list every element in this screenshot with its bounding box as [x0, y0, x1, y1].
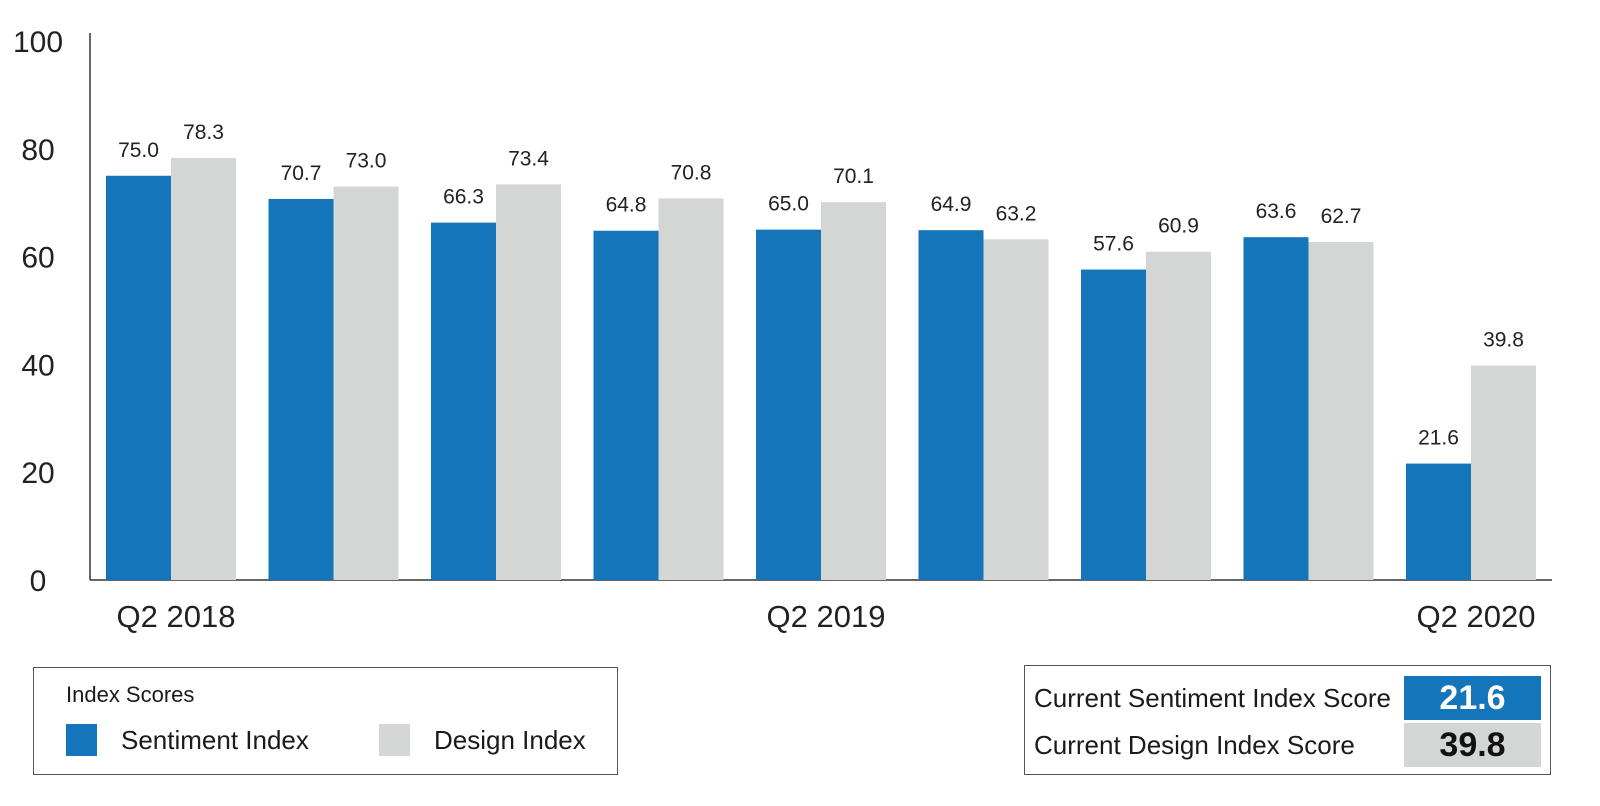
y-tick-label: 100	[13, 26, 63, 59]
bar-sentiment	[1406, 463, 1471, 580]
data-label: 64.9	[931, 193, 972, 216]
bar-design	[1471, 365, 1536, 580]
x-axis-tick-labels: Q2 2018 Q2 2019 Q2 2020	[117, 599, 1536, 634]
legend-label-design: Design Index	[434, 724, 586, 755]
bar-sentiment	[1243, 237, 1309, 581]
legend-swatch-sentiment	[66, 724, 97, 756]
bar-design	[1146, 251, 1211, 580]
legend-item-design: Design Index	[379, 724, 586, 756]
data-label: 78.3	[183, 121, 224, 144]
x-tick-label: Q2 2019	[767, 599, 886, 634]
data-label: 70.1	[833, 165, 874, 188]
bar-design	[171, 157, 236, 580]
bar-sentiment	[918, 230, 984, 580]
x-tick-label: Q2 2018	[117, 599, 236, 634]
y-tick-label: 40	[21, 349, 54, 382]
design-score-value: 39.8	[1404, 723, 1541, 767]
data-label: 75.0	[118, 139, 159, 162]
data-label: 65.0	[768, 193, 809, 216]
y-tick-label: 0	[30, 565, 47, 598]
data-label: 63.2	[996, 202, 1037, 225]
design-score-row: Current Design Index Score 39.8	[1025, 723, 1550, 767]
legend-item-sentiment: Sentiment Index	[66, 724, 309, 756]
bars-group	[106, 157, 1536, 581]
legend: Index Scores Sentiment Index Design Inde…	[33, 667, 618, 775]
y-axis-tick-labels: 0 20 40 60 80 100	[13, 26, 63, 598]
current-scores-panel: Current Sentiment Index Score 21.6 Curre…	[1024, 665, 1551, 775]
bar-design	[333, 186, 399, 580]
data-label: 57.6	[1093, 233, 1134, 256]
data-label: 64.8	[606, 194, 647, 217]
legend-swatch-design	[379, 724, 410, 756]
y-tick-label: 80	[21, 134, 54, 167]
x-tick-label: Q2 2020	[1417, 599, 1536, 634]
bar-sentiment	[593, 230, 659, 580]
bar-design	[658, 198, 724, 580]
data-label: 73.0	[346, 150, 387, 173]
bar-sentiment	[756, 229, 821, 580]
sentiment-score-label: Current Sentiment Index Score	[1034, 682, 1391, 713]
data-label: 70.8	[671, 161, 712, 184]
design-score-label: Current Design Index Score	[1034, 729, 1355, 760]
sentiment-score-value: 21.6	[1404, 676, 1541, 720]
data-label: 60.9	[1158, 215, 1199, 238]
bar-chart: 0 20 40 60 80 100 75.0 78.3 70.7 73.0 66.3 73.4 64.…	[13, 26, 1552, 634]
bar-design	[1308, 242, 1374, 580]
data-label: 63.6	[1256, 200, 1297, 223]
data-label: 70.7	[281, 162, 322, 185]
data-label: 62.7	[1321, 205, 1362, 228]
data-label: 39.8	[1483, 328, 1524, 351]
y-tick-label: 60	[21, 242, 54, 275]
bar-design	[821, 202, 886, 580]
data-label: 21.6	[1418, 427, 1459, 450]
data-labels-group: 75.0 78.3 70.7 73.0 66.3 73.4 64.8 70.8 65.0 70.1…	[118, 121, 1524, 450]
data-label: 73.4	[508, 147, 549, 170]
y-tick-label: 20	[21, 457, 54, 490]
bar-design	[496, 184, 561, 580]
bar-design	[983, 239, 1049, 581]
sentiment-score-row: Current Sentiment Index Score 21.6	[1025, 676, 1550, 720]
legend-title: Index Scores	[66, 682, 195, 707]
legend-label-sentiment: Sentiment Index	[121, 724, 309, 755]
bar-sentiment	[106, 175, 171, 580]
data-label: 66.3	[443, 186, 484, 209]
bar-sentiment	[431, 222, 496, 580]
bar-sentiment	[1081, 269, 1146, 580]
bar-sentiment	[268, 198, 334, 580]
